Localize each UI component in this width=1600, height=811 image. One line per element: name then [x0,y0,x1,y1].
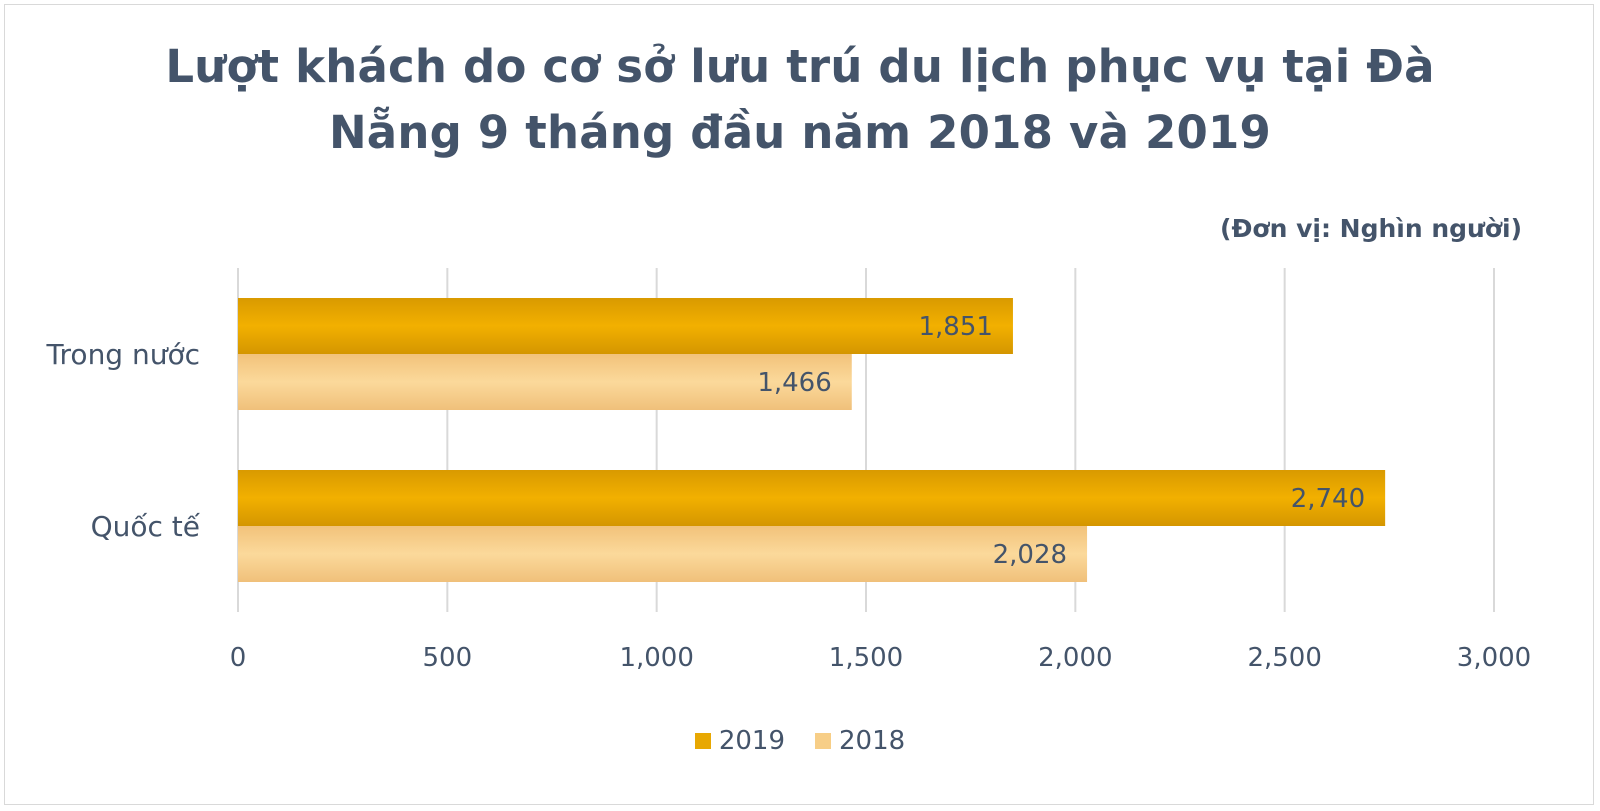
legend-label-2018: 2018 [839,726,906,756]
bar-2018-1 [238,526,1088,582]
x-tick-label: 1,000 [619,643,693,673]
x-axis-ticks: 0 500 1,000 1,500 2,000 2,500 3,000 [230,643,1531,673]
x-tick-label: 500 [423,643,473,673]
x-tick-label: 2,000 [1038,643,1112,673]
data-label-2019-0: 1,851 [919,312,993,342]
x-tick-label: 3,000 [1457,643,1531,673]
data-label-2019-1: 2,740 [1291,484,1365,514]
legend: 2019 2018 [0,726,1600,756]
unit-note: (Đơn vị: Nghìn người) [1220,214,1522,243]
chart-title-line-2: Nẵng 9 tháng đầu năm 2018 và 2019 [328,106,1272,159]
bar-2019-0 [238,298,1013,354]
chart-title-line-1: Lượt khách do cơ sở lưu trú du lịch phục… [165,40,1435,93]
bar-2018-0 [238,354,852,410]
x-tick-label: 2,500 [1247,643,1321,673]
y-axis-categories: Trong nước Quốc tế [46,338,201,543]
data-label-2018-0: 1,466 [757,368,831,398]
data-labels: 1,851 1,466 2,740 2,028 [757,312,1365,570]
legend-item-2018: 2018 [815,726,905,756]
category-label: Quốc tế [91,510,201,543]
legend-swatch-2018 [815,733,831,749]
chart-title: Lượt khách do cơ sở lưu trú du lịch phục… [0,34,1600,166]
bars [238,298,1386,582]
legend-item-2019: 2019 [694,726,785,756]
bar-2019-1 [238,470,1386,526]
legend-label-2019: 2019 [718,726,785,756]
data-label-2018-1: 2,028 [993,540,1067,570]
legend-swatch-2019 [694,733,711,749]
x-tick-label: 1,500 [829,643,903,673]
category-label: Trong nước [46,338,200,371]
x-tick-label: 0 [230,643,247,673]
